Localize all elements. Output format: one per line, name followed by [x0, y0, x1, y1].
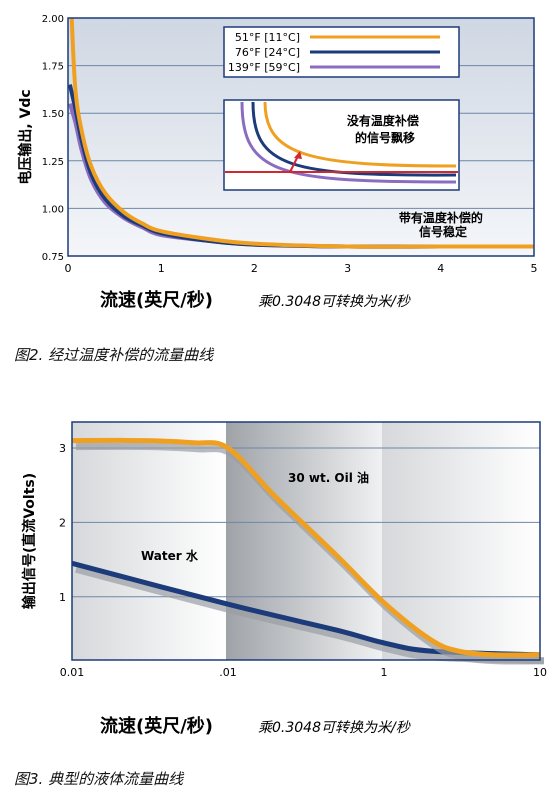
y-tick-label: 2	[59, 516, 66, 529]
y-tick-label: 1.75	[42, 62, 64, 73]
legend-label-51f: 51°F [11°C]	[235, 31, 300, 44]
inset-drift-arrowhead	[294, 151, 302, 159]
x-tick-label: 4	[437, 262, 444, 275]
y-tick-label: 3	[59, 442, 66, 455]
y-axis-label: 电压输出, Vdc	[17, 89, 34, 184]
y-axis-label: 输出信号(直流Volts)	[21, 473, 38, 609]
y-tick-label: 1.25	[42, 157, 64, 168]
x-tick-label: 1	[381, 666, 388, 679]
plot-border	[71, 421, 541, 661]
plot-border	[67, 17, 535, 257]
chart-temperature-compensated: 0 1 2 3 4 5 0.75 1.00 1.25 1.50 1.75 2.00 电压输出, Vd…	[17, 14, 538, 311]
series-label-water: Water 水	[141, 548, 199, 563]
inset-drift-arrow	[289, 155, 299, 173]
x-tick-label: 0	[65, 262, 72, 275]
series-line-0	[69, 17, 534, 249]
x-tick-label: 0.01	[60, 666, 85, 679]
series-shadow-0	[75, 565, 545, 665]
x-axis-label: 流速(英尺/秒)	[100, 715, 213, 737]
plot-band-1	[72, 422, 226, 660]
y-tick-label: 0.75	[42, 252, 64, 263]
x-axis-label: 流速(英尺/秒)	[100, 289, 213, 311]
x-tick-label: 5	[531, 262, 538, 275]
chart-typical-liquid-flow: 0.01 .01 1 10 1 2 3 输出信号(直流Volts) 流速(英尺/秒) 乘0…	[21, 421, 547, 737]
x-tick-label: 10	[533, 666, 547, 679]
y-tick-label: 1.00	[42, 204, 64, 215]
series-line-1	[71, 437, 541, 658]
x-axis-note: 乘0.3048可转换为米/秒	[258, 294, 411, 310]
compensation-annotation: 带有温度补偿的 信号稳定	[399, 210, 487, 239]
x-tick-label: .01	[219, 666, 237, 679]
series-lines	[67, 17, 534, 249]
series-lines	[71, 437, 545, 665]
inset-curve-51f	[263, 101, 457, 168]
y-tick-labels: 0.75 1.00 1.25 1.50 1.75 2.00	[42, 14, 64, 263]
legend-label-76f: 76°F [24°C]	[235, 46, 300, 59]
figure-2-caption: 图2. 经过温度补偿的流量曲线	[14, 346, 214, 364]
inset-curve-139f	[240, 101, 457, 184]
inset-drift-illustration: 没有温度补偿 的信号飘移	[223, 99, 460, 191]
legend: 51°F [11°C] 76°F [24°C] 139°F [59°C]	[223, 26, 460, 78]
series-label-oil: 30 wt. Oil 油	[288, 470, 369, 485]
y-tick-label: 2.00	[42, 14, 64, 25]
x-tick-label: 1	[158, 262, 165, 275]
x-tick-label: 3	[344, 262, 351, 275]
inset-annotation: 没有温度补偿 的信号飘移	[347, 113, 423, 145]
x-tick-label: 2	[251, 262, 258, 275]
inset-curve-76f	[251, 101, 457, 177]
x-axis-note: 乘0.3048可转换为米/秒	[258, 720, 411, 736]
y-tick-labels: 1 2 3	[59, 442, 66, 604]
y-tick-label: 1.50	[42, 109, 64, 120]
x-tick-labels: 0 1 2 3 4 5	[65, 262, 538, 275]
legend-label-139f: 139°F [59°C]	[228, 61, 300, 74]
figure-3-caption: 图3. 典型的液体流量曲线	[14, 770, 184, 788]
y-tick-label: 1	[59, 591, 66, 604]
x-tick-labels: 0.01 .01 1 10	[60, 666, 547, 679]
